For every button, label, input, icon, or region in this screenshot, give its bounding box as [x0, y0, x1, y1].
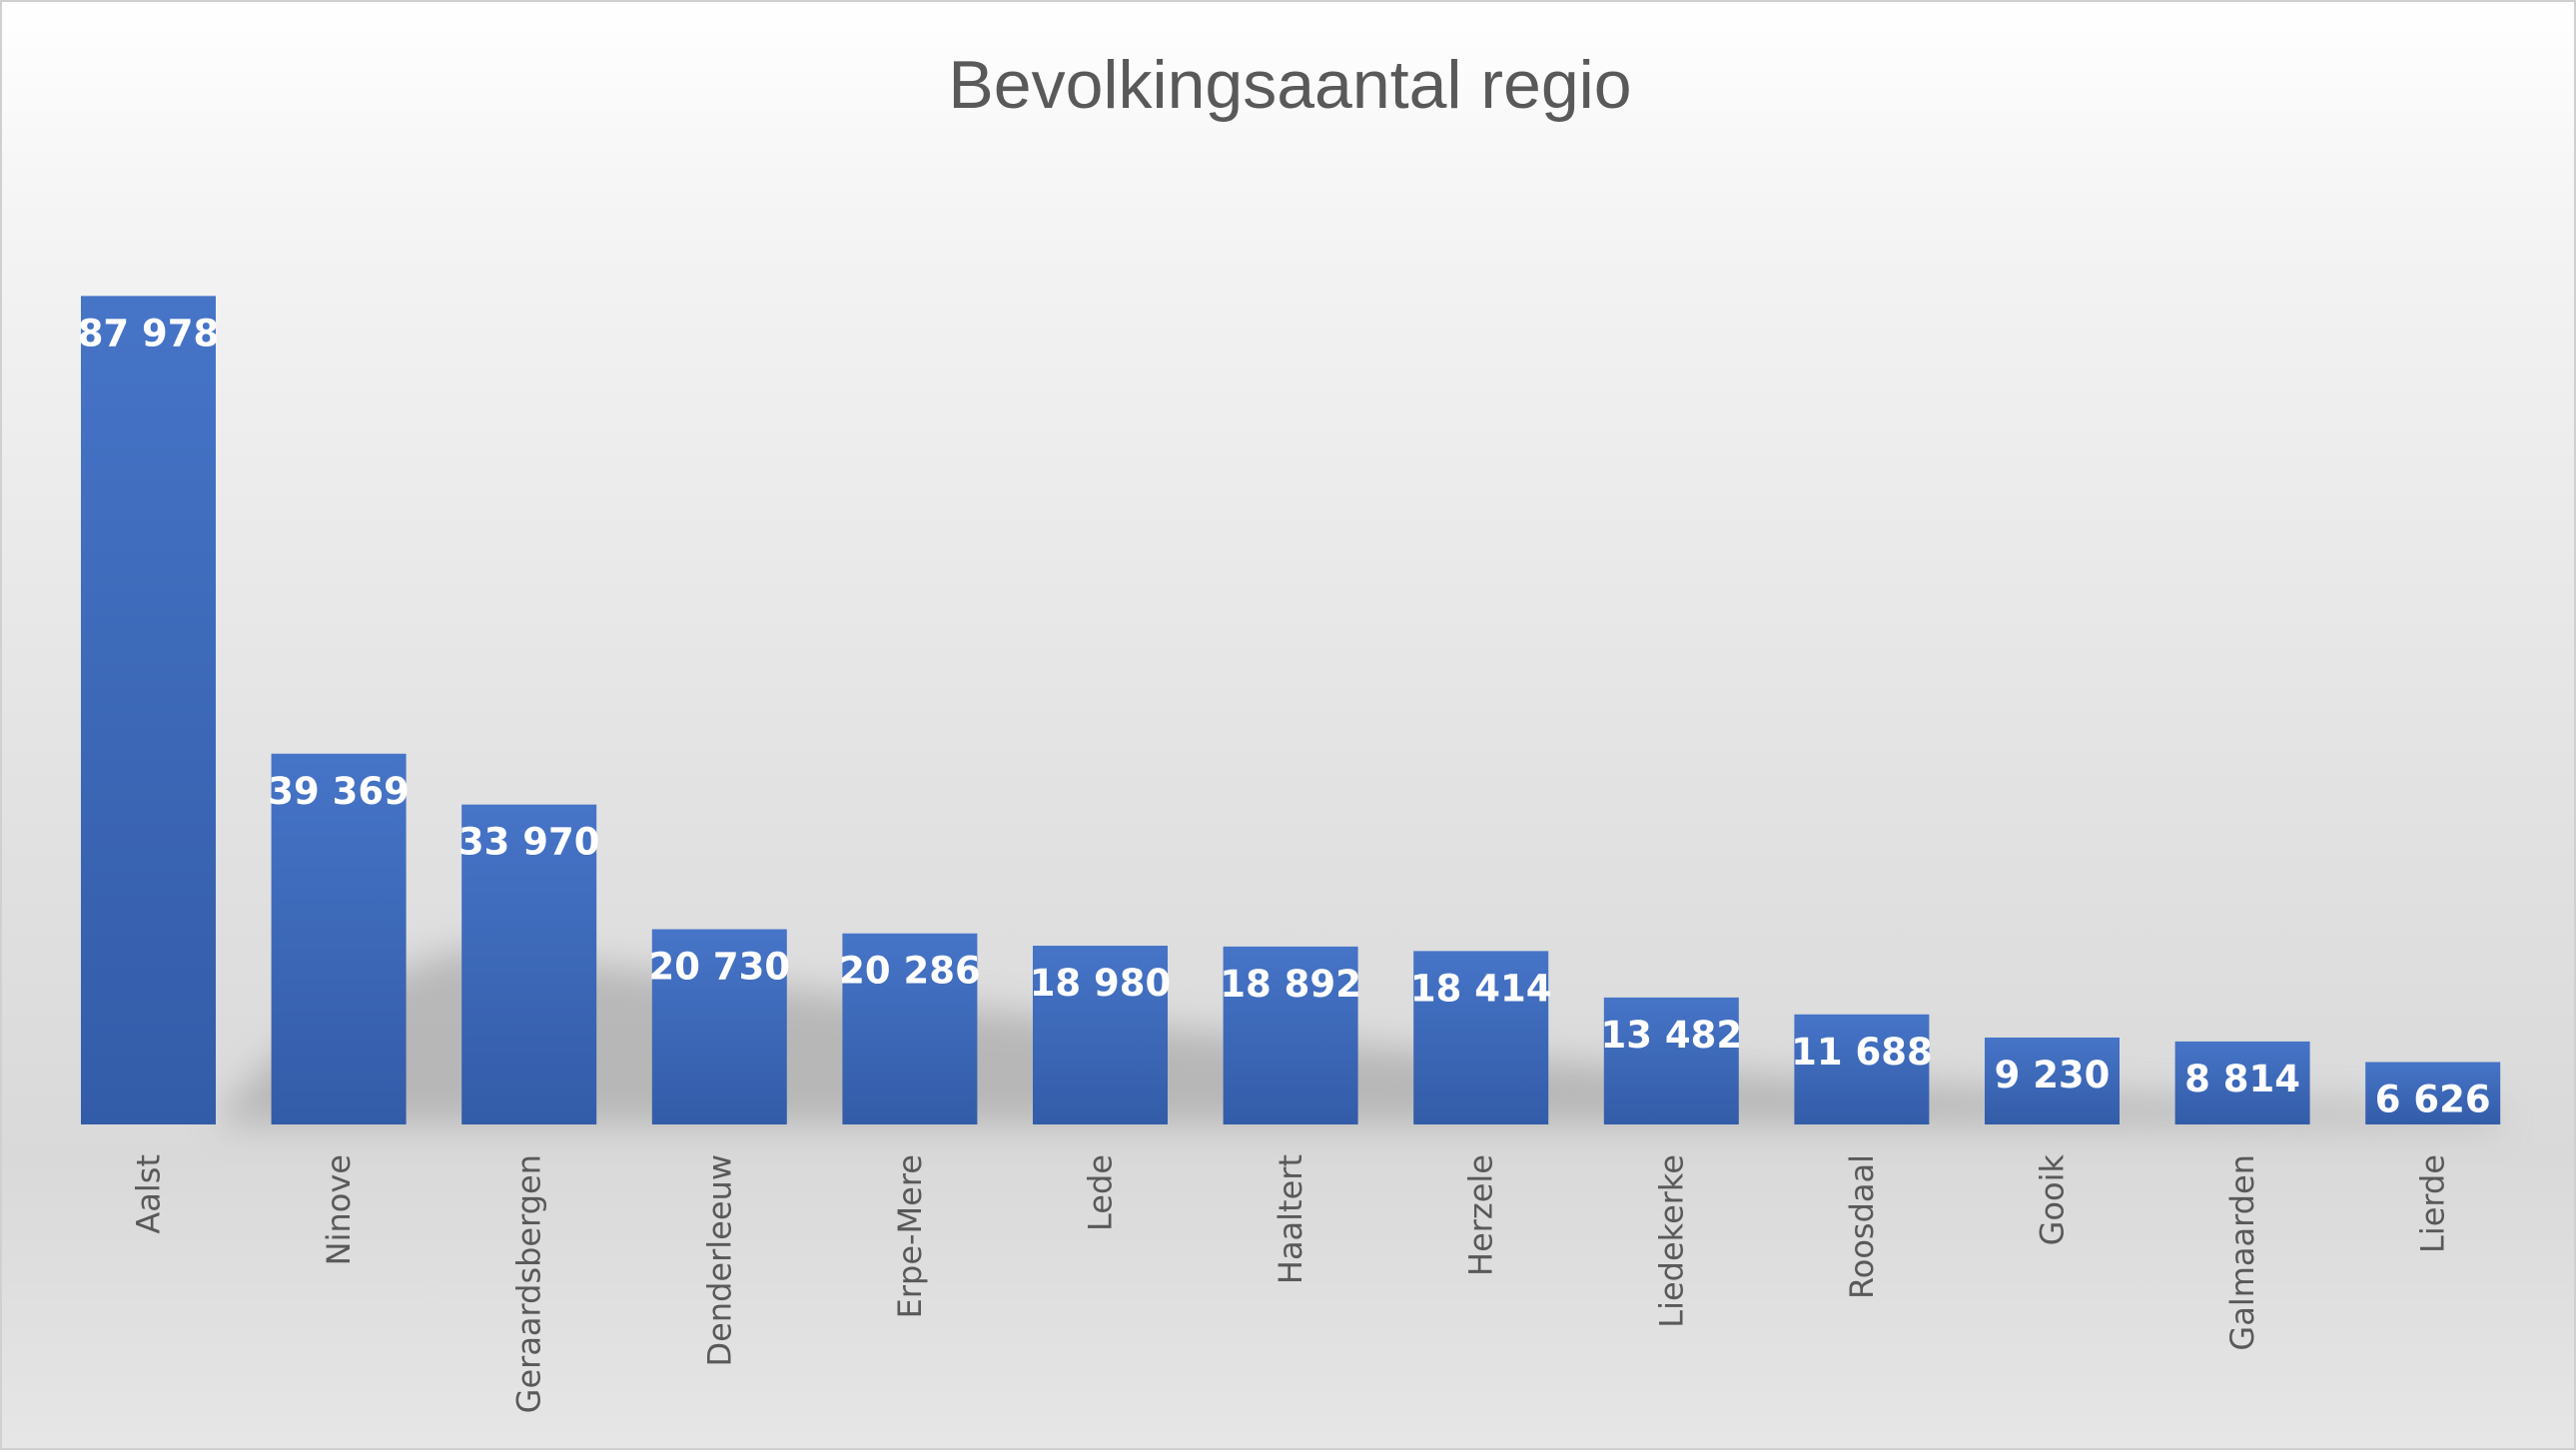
- category-label: Geraardsbergen: [510, 1154, 548, 1413]
- category-label: Herzele: [1462, 1154, 1500, 1276]
- data-label: 11 688: [1791, 1031, 1933, 1074]
- bar-denderleeuw: [651, 929, 787, 1124]
- category-label: Aalst: [130, 1154, 168, 1234]
- category-label: Erpe-Mere: [891, 1154, 929, 1318]
- category-label: Lierde: [2414, 1154, 2452, 1253]
- category-label: Denderleeuw: [700, 1154, 738, 1366]
- data-label: 18 980: [1030, 962, 1172, 1005]
- data-label: 20 286: [839, 950, 981, 993]
- data-label: 33 970: [458, 821, 600, 864]
- data-label: 13 482: [1600, 1014, 1742, 1057]
- bar-lede: [1033, 946, 1168, 1124]
- data-label: 87 978: [78, 312, 220, 355]
- data-label: 8 814: [2184, 1058, 2300, 1100]
- bar-haaltert: [1223, 946, 1358, 1124]
- bar-gooik: [1985, 1037, 2120, 1124]
- data-label: 39 369: [268, 770, 410, 813]
- bar-erpe-mere: [842, 933, 978, 1124]
- data-label: 18 892: [1220, 963, 1361, 1006]
- data-label: 18 414: [1410, 967, 1552, 1010]
- bar-shadow: [222, 947, 2499, 1124]
- bar-geraardsbergen: [461, 804, 597, 1124]
- category-label: Galmaarden: [2223, 1154, 2261, 1351]
- category-label: Liedekerke: [1652, 1154, 1690, 1328]
- data-label: 9 230: [1995, 1054, 2111, 1096]
- bar-galmaarden: [2174, 1041, 2310, 1124]
- category-label: Ninove: [320, 1154, 358, 1265]
- data-label: 6 626: [2375, 1079, 2491, 1121]
- chart-title: Bevolkingsaantal regio: [948, 47, 1632, 123]
- bar-ninove: [271, 753, 407, 1124]
- bar-aalst: [81, 296, 216, 1125]
- bar-herzele: [1413, 951, 1549, 1124]
- bar-lierde: [2365, 1062, 2501, 1124]
- bar-liedekerke: [1603, 997, 1739, 1124]
- bar-roosdaal: [1794, 1014, 1930, 1124]
- category-label: Lede: [1082, 1154, 1120, 1231]
- data-label: 20 730: [648, 946, 790, 989]
- category-label: Gooik: [2034, 1154, 2072, 1246]
- category-label: Roosdaal: [1843, 1154, 1881, 1299]
- category-label: Haaltert: [1272, 1154, 1309, 1284]
